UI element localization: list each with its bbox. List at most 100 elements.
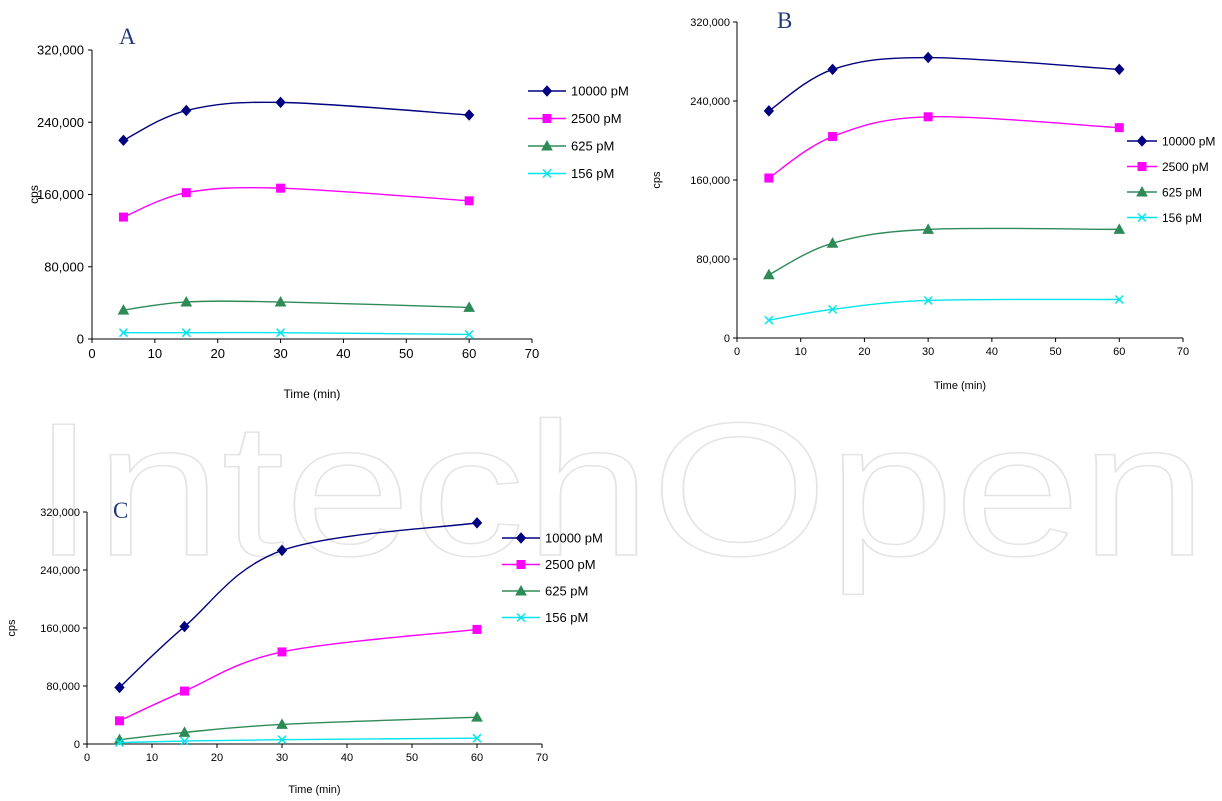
data-point (181, 188, 191, 198)
series-line (119, 737, 478, 744)
legend-label: 625 pM (545, 584, 588, 599)
legend-label: 10000 pM (545, 531, 603, 546)
series-line (119, 716, 478, 741)
x-tick-label: 50 (399, 346, 413, 361)
legend-label: 156 pM (1162, 211, 1202, 225)
data-point (472, 733, 482, 743)
legend-label: 156 pM (545, 610, 588, 625)
y-tick-label: 320,000 (37, 43, 84, 58)
y-tick-label: 160,000 (37, 187, 84, 202)
data-point (463, 301, 475, 312)
data-point (114, 738, 125, 748)
y-tick-label: 240,000 (37, 115, 84, 130)
chart-panel-c: 0 80,000 160,000 240,000 320,000 0 10 20 30 40 50 6… (6, 498, 603, 796)
x-tick-label: 10 (146, 752, 158, 764)
y-tick-label: 80,000 (46, 681, 80, 693)
data-point (828, 304, 838, 314)
legend-label: 2500 pM (571, 111, 622, 126)
x-tick-label: 10 (148, 346, 162, 361)
data-point (115, 716, 124, 726)
legend-label: 10000 pM (571, 84, 629, 99)
legend-entry: 2500 pM (502, 557, 596, 572)
x-tick-label: 40 (986, 346, 998, 358)
series-line (119, 628, 478, 722)
data-point (1114, 123, 1124, 133)
data-point (827, 63, 838, 76)
series-line (768, 227, 1120, 276)
panel-label: B (777, 8, 792, 33)
x-tick-label: 30 (922, 346, 934, 358)
x-tick-label: 60 (462, 346, 476, 361)
x-tick-label: 50 (1049, 346, 1061, 358)
x-tick-label: 30 (273, 346, 287, 361)
y-axis-title: cps (27, 185, 41, 204)
series-line (123, 300, 470, 311)
data-point (922, 223, 934, 234)
data-point (1113, 223, 1126, 234)
x-tick-label: 70 (536, 752, 548, 764)
data-point (471, 711, 483, 722)
x-axis-title: Time (min) (284, 387, 341, 401)
data-point (118, 212, 128, 222)
legend-label: 2500 pM (545, 557, 596, 572)
legend-entry: 10000 pM (1127, 134, 1215, 148)
series-2500-pm (764, 112, 1124, 183)
series-line (119, 522, 478, 688)
legend-marker (541, 85, 553, 97)
series-line (768, 115, 1120, 179)
data-point (118, 134, 129, 147)
series-line (768, 56, 1120, 112)
x-tick-label: 0 (84, 752, 90, 764)
x-tick-label: 60 (471, 752, 483, 764)
series-2500-pm (118, 183, 474, 222)
legend-entry: 2500 pM (528, 111, 622, 126)
data-point (274, 295, 287, 307)
x-tick-label: 50 (406, 752, 418, 764)
legend-marker (541, 139, 553, 151)
x-axis-title: Time (min) (934, 380, 986, 392)
data-point (181, 104, 192, 117)
y-tick-label: 0 (74, 739, 80, 751)
legend-marker (542, 168, 552, 179)
data-point (275, 96, 286, 109)
x-tick-label: 60 (1113, 346, 1125, 358)
legend-label: 625 pM (1162, 185, 1202, 199)
legend-marker (1137, 162, 1147, 171)
x-tick-label: 40 (341, 752, 353, 764)
x-tick-label: 0 (88, 346, 95, 361)
legend-label: 2500 pM (1162, 160, 1209, 174)
legend-entry: 2500 pM (1127, 160, 1209, 174)
y-tick-label: 160,000 (690, 175, 730, 187)
x-tick-label: 40 (336, 346, 350, 361)
legend-entry: 156 pM (1127, 211, 1202, 225)
data-point (118, 328, 128, 338)
series-156-pm (764, 294, 1124, 325)
data-point (181, 328, 191, 338)
legend-entry: 625 pM (502, 584, 588, 599)
legend-entry: 10000 pM (528, 84, 629, 99)
series-line (768, 298, 1120, 321)
series-line (123, 331, 470, 336)
chart-panel-b: 0 80,000 160,000 240,000 320,000 0 10 20 30 40 50 6… (651, 8, 1215, 392)
data-point (276, 328, 286, 338)
y-tick-label: 240,000 (690, 96, 730, 108)
data-point (178, 726, 191, 737)
legend-marker (515, 532, 527, 544)
data-point (763, 105, 775, 117)
legend-marker (516, 612, 526, 623)
legend-entry: 625 pM (1127, 185, 1202, 199)
legend-marker (1136, 135, 1148, 147)
data-point (1114, 294, 1124, 305)
series-2500-pm (115, 624, 482, 726)
series-625-pm (113, 711, 483, 745)
legend-label: 625 pM (571, 139, 614, 154)
data-point (1114, 63, 1125, 76)
x-tick-label: 20 (211, 752, 223, 764)
data-point (923, 295, 933, 306)
data-point (922, 51, 934, 64)
series-10000-pm (114, 517, 483, 694)
data-point (276, 718, 288, 729)
data-point (472, 624, 482, 634)
data-point (828, 132, 838, 142)
